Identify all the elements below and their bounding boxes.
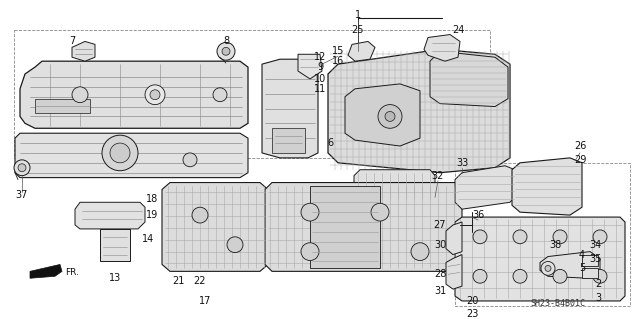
Text: 22: 22 — [194, 276, 206, 286]
Text: 4: 4 — [579, 249, 585, 260]
Circle shape — [183, 153, 197, 167]
Text: 34: 34 — [589, 240, 601, 250]
Text: 9: 9 — [317, 62, 323, 72]
Text: 13: 13 — [109, 273, 121, 283]
Circle shape — [217, 42, 235, 60]
Text: 37: 37 — [16, 190, 28, 200]
Circle shape — [473, 230, 487, 244]
Text: 6: 6 — [327, 138, 333, 148]
Text: 27: 27 — [434, 220, 446, 230]
Text: 2: 2 — [595, 279, 601, 289]
Polygon shape — [354, 170, 435, 202]
Polygon shape — [345, 84, 420, 146]
Polygon shape — [20, 61, 248, 128]
Text: 35: 35 — [589, 254, 601, 263]
Polygon shape — [430, 51, 508, 107]
Circle shape — [213, 88, 227, 102]
Circle shape — [553, 230, 567, 244]
Text: 29: 29 — [574, 155, 586, 165]
Circle shape — [378, 105, 402, 128]
Text: 28: 28 — [434, 269, 446, 279]
Text: 26: 26 — [574, 141, 586, 151]
Circle shape — [72, 87, 88, 103]
Circle shape — [553, 269, 567, 283]
Text: 25: 25 — [352, 25, 364, 34]
Polygon shape — [348, 41, 375, 61]
Text: 12: 12 — [314, 52, 326, 62]
Polygon shape — [35, 99, 90, 114]
Text: 21: 21 — [172, 276, 184, 286]
Circle shape — [192, 207, 208, 223]
Text: 3: 3 — [595, 293, 601, 303]
Circle shape — [473, 269, 487, 283]
Polygon shape — [30, 264, 62, 278]
Polygon shape — [272, 128, 305, 153]
Circle shape — [593, 269, 607, 283]
Text: 24: 24 — [452, 25, 464, 34]
Text: FR.: FR. — [65, 268, 79, 277]
Text: 1: 1 — [355, 10, 361, 20]
Text: 20: 20 — [466, 296, 478, 306]
Text: 33: 33 — [456, 158, 468, 168]
Circle shape — [301, 243, 319, 261]
Circle shape — [371, 203, 389, 221]
Polygon shape — [262, 59, 318, 158]
Text: 14: 14 — [142, 234, 154, 244]
Circle shape — [593, 230, 607, 244]
Polygon shape — [162, 182, 268, 271]
Circle shape — [513, 269, 527, 283]
Polygon shape — [310, 186, 380, 268]
Polygon shape — [455, 217, 625, 301]
Text: 18: 18 — [146, 194, 158, 204]
Text: 11: 11 — [314, 84, 326, 94]
Polygon shape — [328, 49, 510, 173]
Circle shape — [145, 85, 165, 105]
Polygon shape — [72, 41, 95, 61]
Polygon shape — [298, 54, 322, 79]
Text: SH23-B4B01C: SH23-B4B01C — [530, 299, 585, 308]
Text: 36: 36 — [472, 210, 484, 220]
Circle shape — [541, 262, 555, 275]
Text: 38: 38 — [549, 240, 561, 250]
Circle shape — [102, 135, 138, 171]
Polygon shape — [582, 268, 598, 278]
Circle shape — [411, 243, 429, 261]
Text: 17: 17 — [199, 296, 211, 306]
Circle shape — [301, 203, 319, 221]
Polygon shape — [512, 158, 582, 215]
Polygon shape — [424, 34, 460, 61]
Circle shape — [18, 164, 26, 172]
Polygon shape — [265, 182, 462, 271]
Polygon shape — [455, 166, 518, 209]
Text: 5: 5 — [579, 263, 585, 273]
Circle shape — [222, 47, 230, 55]
Circle shape — [513, 230, 527, 244]
Text: 23: 23 — [466, 309, 478, 319]
Polygon shape — [446, 255, 462, 289]
Circle shape — [385, 112, 395, 121]
Text: 16: 16 — [332, 56, 344, 66]
Circle shape — [227, 237, 243, 253]
Text: 19: 19 — [146, 210, 158, 220]
Text: 30: 30 — [434, 240, 446, 250]
Circle shape — [545, 265, 551, 271]
Text: 7: 7 — [69, 36, 75, 47]
Polygon shape — [582, 255, 598, 266]
Text: 8: 8 — [223, 36, 229, 47]
Circle shape — [150, 90, 160, 100]
Polygon shape — [75, 202, 145, 229]
Polygon shape — [446, 222, 462, 255]
Polygon shape — [15, 133, 248, 178]
Text: 31: 31 — [434, 286, 446, 296]
Text: 32: 32 — [432, 171, 444, 181]
Text: 10: 10 — [314, 74, 326, 84]
Circle shape — [14, 160, 30, 176]
Text: 15: 15 — [332, 46, 344, 56]
Polygon shape — [100, 229, 130, 262]
Polygon shape — [540, 252, 600, 278]
Circle shape — [110, 143, 130, 163]
